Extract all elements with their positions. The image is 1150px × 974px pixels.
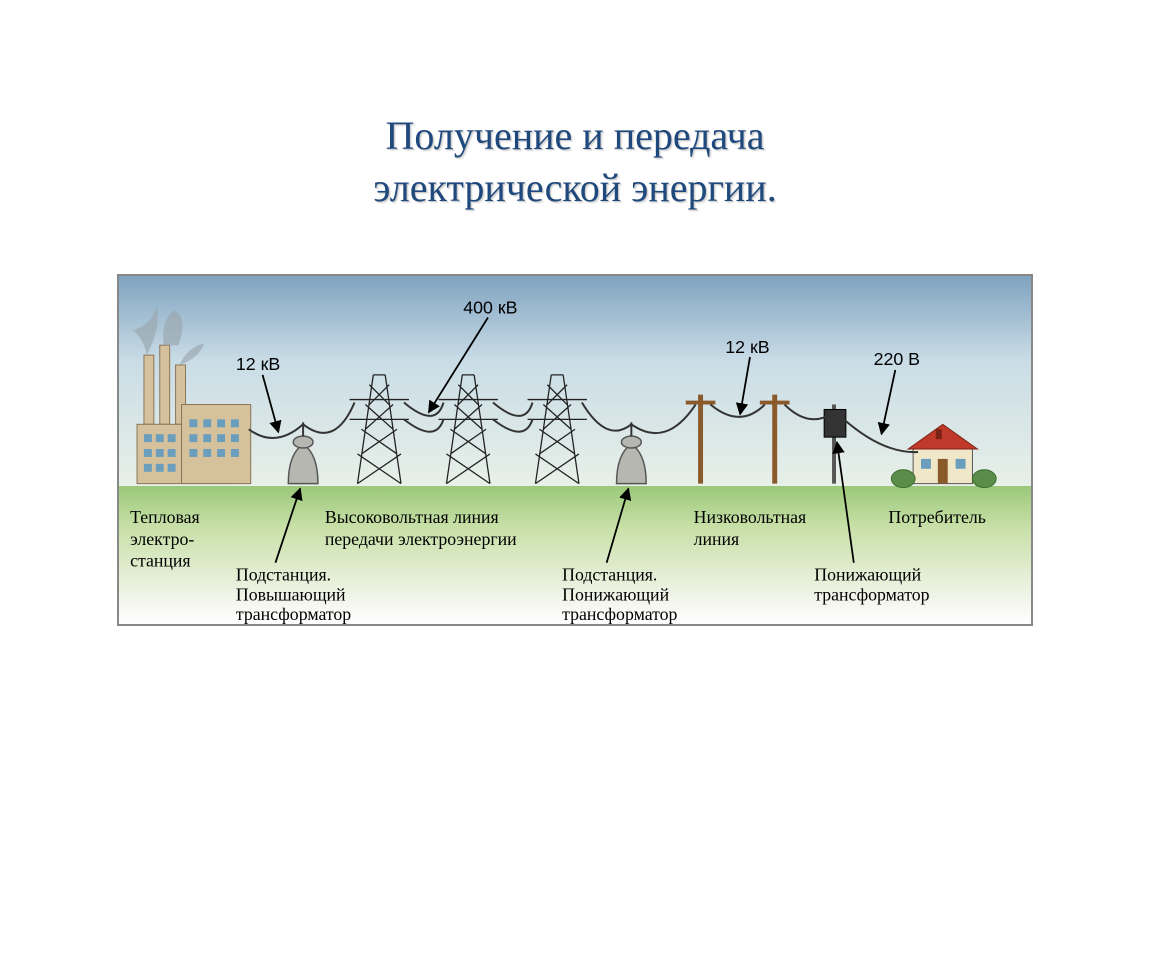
caption-plant-l3: станция	[130, 551, 191, 571]
caption-xfmr-l1: Понижающий	[814, 565, 921, 585]
caption-subdn-l2: Понижающий	[562, 584, 669, 604]
caption-subup-l3: трансформатор	[236, 604, 351, 624]
voltage-consumer: 220 В	[874, 349, 920, 369]
diagram-svg: 12 кВ 400 кВ 12 кВ 220 В Тепловая электр…	[119, 276, 1031, 624]
title-line-1: Получение и передача	[386, 113, 765, 158]
caption-subdn-l1: Подстанция.	[562, 565, 657, 585]
voltage-labels: 12 кВ 400 кВ 12 кВ 220 В	[236, 298, 920, 435]
caption-hl-l1: Высоковольтная линия	[325, 507, 499, 527]
caption-hl-l2: передачи электроэнергии	[325, 529, 517, 549]
power-transmission-diagram: 12 кВ 400 кВ 12 кВ 220 В Тепловая электр…	[117, 274, 1033, 626]
voltage-plant: 12 кВ	[236, 354, 280, 374]
voltage-highline: 400 кВ	[463, 298, 517, 318]
consumer-house-icon	[891, 424, 996, 487]
wires	[249, 403, 918, 453]
caption-ll-l1: Низковольтная	[694, 507, 807, 527]
power-plant-icon	[132, 306, 251, 484]
caption-ll-l2: линия	[694, 529, 740, 549]
caption-subup-l2: Повышающий	[236, 584, 346, 604]
caption-plant-l1: Тепловая	[130, 507, 200, 527]
caption-xfmr-l2: трансформатор	[814, 584, 929, 604]
caption-plant-l2: электро-	[130, 529, 194, 549]
voltage-lowline: 12 кВ	[725, 337, 769, 357]
caption-subup-l1: Подстанция.	[236, 565, 331, 585]
hv-towers	[350, 375, 587, 484]
caption-subdn-l3: трансформатор	[562, 604, 677, 624]
caption-consumer: Потребитель	[888, 507, 985, 527]
title-line-2: электрической энергии.	[373, 165, 776, 210]
step-down-transformer-icon	[617, 422, 647, 483]
page-title: Получение и передача электрической энерг…	[0, 110, 1150, 214]
lv-poles	[686, 395, 790, 484]
